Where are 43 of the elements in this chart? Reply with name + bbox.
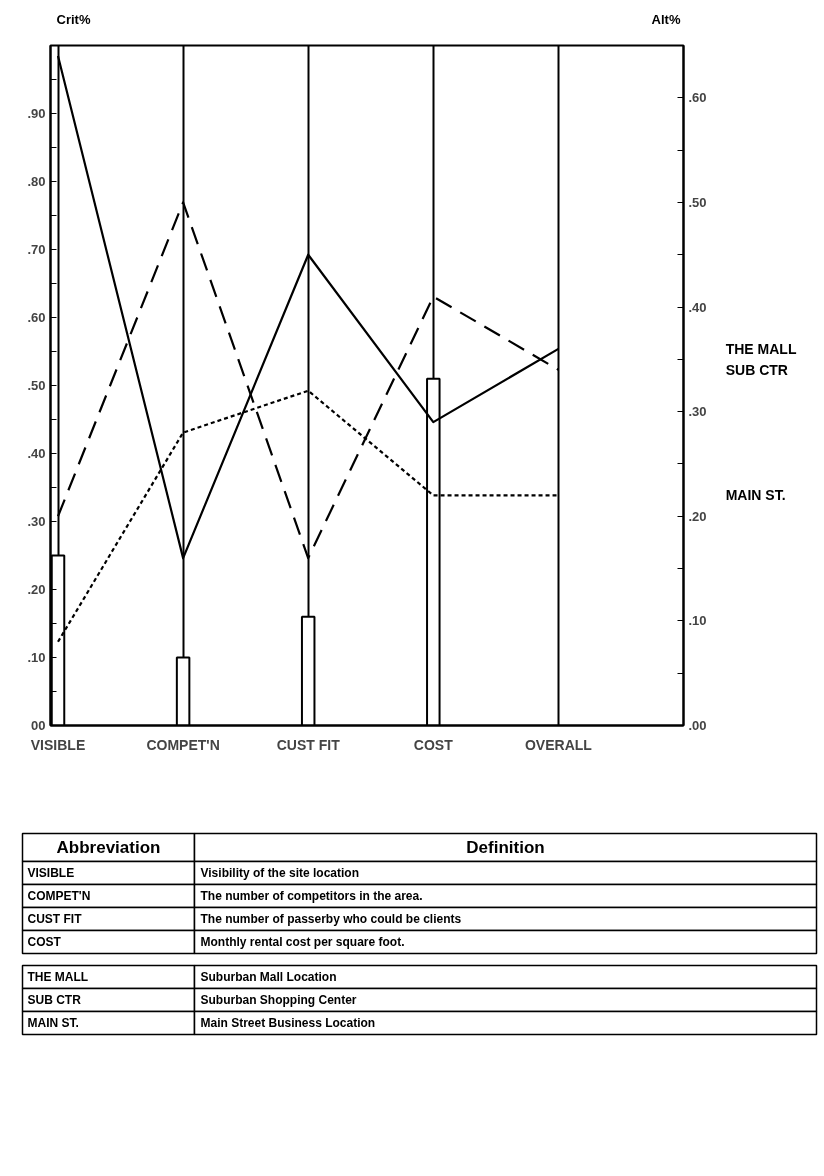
y2-tick-label: .20 [688, 508, 707, 524]
text: THE MALL [725, 340, 797, 357]
y2-tick-label: .30 [688, 404, 707, 420]
text: COMPET'N [27, 889, 91, 903]
y2-tick-label: .60 [688, 90, 707, 106]
text: COST [27, 935, 62, 949]
text: Suburban Mall Location [200, 970, 337, 984]
text: Main Street Business Location [200, 1016, 376, 1030]
y2-axis-title: Alt% [651, 11, 681, 27]
x-tick-label: COST [413, 736, 454, 753]
text: SUB CTR [725, 361, 788, 378]
x-tick-label: VISIBLE [30, 736, 86, 753]
text: Abbreviation [56, 838, 161, 857]
y-tick-label: .70 [27, 242, 46, 257]
y-tick-label: .40 [27, 446, 46, 461]
text: CUST FIT [27, 912, 83, 926]
y-tick-label: .60 [27, 310, 46, 325]
text: MAIN ST. [27, 1016, 79, 1030]
text: The number of passerby who could be clients [200, 912, 462, 926]
x-tick-label: CUST FIT [276, 736, 341, 753]
y-tick-label: .20 [27, 582, 46, 597]
y-tick-label: 00 [31, 718, 46, 733]
text: SUB CTR [27, 993, 82, 1007]
y2-tick-label: .00 [688, 718, 707, 733]
text: THE MALL [27, 970, 89, 984]
y2-tick-label: .50 [688, 194, 707, 210]
x-tick-label: COMPET'N [146, 736, 220, 753]
y-tick-label: .90 [27, 106, 46, 121]
text: Suburban Shopping Center [200, 993, 357, 1007]
y2-tick-label: .40 [688, 299, 707, 315]
text: Definition [466, 838, 545, 857]
text: Monthly rental cost per square foot. [200, 935, 405, 949]
text: The number of competitors in the area. [200, 889, 423, 903]
text: VISIBLE [27, 866, 75, 880]
y-tick-label: .50 [27, 378, 46, 393]
y2-tick-label: .10 [688, 613, 707, 629]
text: MAIN ST. [725, 487, 786, 504]
y-axis-title: Crit% [56, 11, 91, 27]
y-tick-label: .10 [27, 650, 46, 665]
y-tick-label: .30 [27, 514, 46, 529]
x-tick-label: OVERALL [524, 736, 593, 753]
y-tick-label: .80 [27, 174, 46, 189]
text: Visibility of the site location [200, 866, 359, 880]
